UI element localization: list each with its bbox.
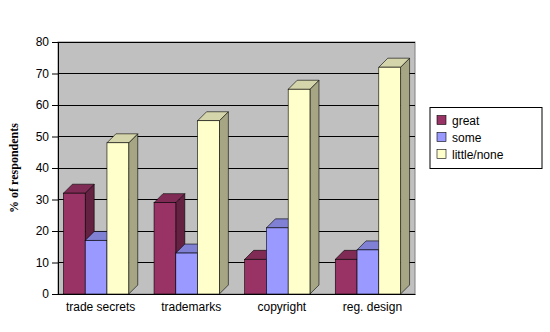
y-tick: 20 [36, 224, 58, 238]
legend-swatch [437, 150, 446, 159]
bar-top [107, 134, 138, 143]
bar-side [310, 80, 319, 294]
bar [63, 193, 85, 294]
grid-line [58, 42, 415, 43]
y-tick: 50 [36, 130, 58, 144]
y-tick: 70 [36, 67, 58, 81]
y-tick: 0 [42, 287, 58, 301]
bars [63, 58, 409, 294]
plot: 0 10 20 30 40 50 60 70 80 trade secrets trademarks… [36, 35, 416, 313]
bar [154, 203, 176, 294]
x-tick: trademarks [161, 294, 221, 314]
bar-side [401, 58, 410, 294]
y-tick-mark [52, 137, 58, 138]
chart: 0 10 20 30 40 50 60 70 80 trade secrets trademarks… [0, 0, 550, 332]
legend-box [430, 108, 542, 169]
x-tick: trade secrets [66, 294, 135, 314]
y-tick-mark [52, 42, 58, 43]
grid-line [58, 105, 415, 106]
y-tick-label: 50 [36, 130, 50, 144]
y-tick-label: 70 [36, 67, 50, 81]
x-axis: trade secrets trademarks copyright reg. des… [59, 294, 416, 314]
bar-top [154, 194, 185, 203]
bar [245, 259, 267, 294]
y-tick: 10 [36, 256, 58, 270]
bar [335, 259, 357, 294]
y-tick-mark [52, 231, 58, 232]
bar [266, 228, 288, 294]
y-tick: 40 [36, 161, 58, 175]
legend-label: great [452, 114, 480, 128]
y-tick-mark [52, 74, 58, 75]
legend: great some little/none [430, 108, 542, 169]
bar-top [198, 112, 229, 121]
x-tick-label: trade secrets [66, 300, 135, 314]
y-tick-mark [52, 168, 58, 169]
y-tick-mark [52, 105, 58, 106]
grid-line [58, 136, 415, 137]
y-axis: 0 10 20 30 40 50 60 70 80 [36, 35, 59, 301]
legend-label: some [452, 131, 482, 145]
grid-line [58, 73, 415, 74]
y-tick-label: 40 [36, 161, 50, 175]
y-tick-label: 10 [36, 256, 50, 270]
bar-side [219, 112, 228, 294]
bar [85, 240, 107, 294]
bar [176, 253, 198, 294]
bar-top [63, 184, 94, 193]
plot-background [58, 42, 415, 294]
y-tick: 80 [36, 35, 58, 49]
bar [107, 143, 129, 294]
x-tick: reg. design [343, 294, 402, 314]
y-tick-label: 0 [42, 287, 49, 301]
x-tick: copyright [257, 294, 306, 314]
y-tick-label: 60 [36, 98, 50, 112]
bar [198, 121, 220, 294]
bar [379, 67, 401, 294]
bar [288, 89, 310, 294]
y-tick-mark [52, 294, 58, 295]
legend-swatch [437, 133, 446, 142]
x-tick-label: copyright [257, 300, 306, 314]
bar [357, 250, 379, 294]
x-axis-line [59, 294, 416, 295]
bar-top [288, 80, 319, 89]
y-tick-label: 30 [36, 193, 50, 207]
y-tick-mark [52, 200, 58, 201]
legend-swatch [437, 116, 446, 125]
bar-top [379, 58, 410, 67]
y-tick-mark [52, 263, 58, 264]
grid [58, 42, 415, 294]
y-tick: 30 [36, 193, 58, 207]
y-axis-title: % of respondents [7, 123, 21, 213]
y-tick-label: 20 [36, 224, 50, 238]
legend-label: little/none [452, 148, 504, 162]
x-tick-label: reg. design [343, 300, 402, 314]
y-tick: 60 [36, 98, 58, 112]
bar-side [129, 134, 138, 294]
x-tick-label: trademarks [161, 300, 221, 314]
y-axis-line [58, 43, 59, 295]
y-tick-label: 80 [36, 35, 50, 49]
